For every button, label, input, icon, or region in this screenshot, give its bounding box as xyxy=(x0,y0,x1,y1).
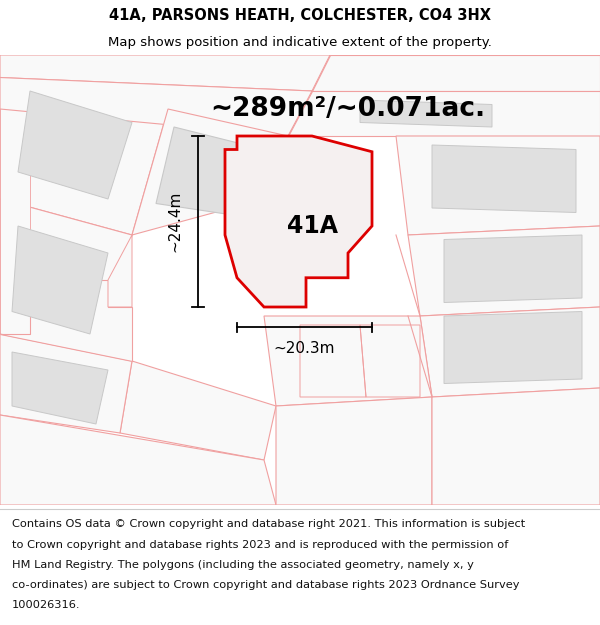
Polygon shape xyxy=(432,145,576,212)
Polygon shape xyxy=(12,226,108,334)
Polygon shape xyxy=(360,100,492,127)
Text: to Crown copyright and database rights 2023 and is reproduced with the permissio: to Crown copyright and database rights 2… xyxy=(12,539,508,549)
Text: ~289m²/~0.071ac.: ~289m²/~0.071ac. xyxy=(211,96,485,122)
Text: Contains OS data © Crown copyright and database right 2021. This information is : Contains OS data © Crown copyright and d… xyxy=(12,519,525,529)
Polygon shape xyxy=(0,55,330,91)
Polygon shape xyxy=(0,415,276,505)
Polygon shape xyxy=(312,55,600,91)
Text: 41A: 41A xyxy=(287,214,337,238)
Polygon shape xyxy=(0,78,312,136)
Polygon shape xyxy=(132,109,288,235)
Polygon shape xyxy=(444,311,582,384)
Polygon shape xyxy=(408,226,600,316)
Text: HM Land Registry. The polygons (including the associated geometry, namely x, y: HM Land Registry. The polygons (includin… xyxy=(12,560,474,570)
Polygon shape xyxy=(444,235,582,302)
Text: 41A, PARSONS HEATH, COLCHESTER, CO4 3HX: 41A, PARSONS HEATH, COLCHESTER, CO4 3HX xyxy=(109,8,491,23)
Polygon shape xyxy=(237,149,336,266)
Polygon shape xyxy=(0,334,132,433)
Text: co-ordinates) are subject to Crown copyright and database rights 2023 Ordnance S: co-ordinates) are subject to Crown copyr… xyxy=(12,580,520,590)
Polygon shape xyxy=(276,397,432,505)
Polygon shape xyxy=(0,280,132,361)
Polygon shape xyxy=(288,91,600,136)
Text: Map shows position and indicative extent of the property.: Map shows position and indicative extent… xyxy=(108,36,492,49)
Polygon shape xyxy=(225,136,372,307)
Text: ~24.4m: ~24.4m xyxy=(168,191,183,252)
Polygon shape xyxy=(432,388,600,505)
Polygon shape xyxy=(12,352,108,424)
Text: ~20.3m: ~20.3m xyxy=(274,341,335,356)
Polygon shape xyxy=(0,55,30,505)
Polygon shape xyxy=(264,316,432,406)
Polygon shape xyxy=(396,136,600,235)
Polygon shape xyxy=(156,127,264,217)
Polygon shape xyxy=(420,307,600,397)
Polygon shape xyxy=(0,199,132,361)
Polygon shape xyxy=(108,235,132,307)
Polygon shape xyxy=(18,91,132,199)
Polygon shape xyxy=(120,361,276,460)
Polygon shape xyxy=(0,55,168,235)
Text: 100026316.: 100026316. xyxy=(12,600,80,610)
